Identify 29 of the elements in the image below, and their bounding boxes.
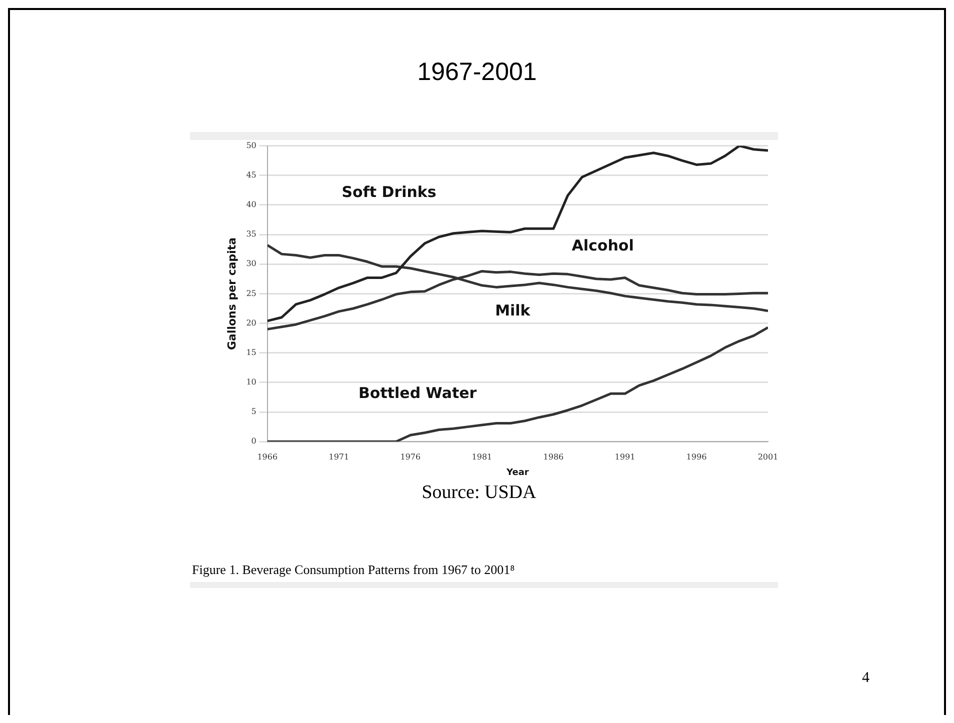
- y-tick-label: 45: [246, 170, 256, 180]
- series-label: Alcohol: [572, 236, 634, 254]
- series-label: Milk: [495, 301, 532, 320]
- x-tick-label: 1986: [543, 452, 564, 462]
- y-tick-label: 20: [246, 318, 256, 328]
- source-note: Source: USDA: [420, 482, 538, 504]
- text: 4: [862, 670, 870, 687]
- y-tick-label: 25: [246, 288, 256, 298]
- y-tick-label: 40: [246, 200, 256, 210]
- x-tick-label: 2001: [758, 452, 778, 462]
- x-tick-label: 1976: [400, 452, 421, 462]
- x-tick-label: 1981: [472, 452, 492, 462]
- x-tick-label: 1971: [328, 452, 350, 462]
- y-tick-label: 0: [251, 436, 256, 446]
- y-tick-label: 50: [246, 140, 256, 150]
- chart-title: 1967-2001: [416, 58, 538, 87]
- x-tick-label: 1991: [614, 452, 636, 462]
- y-axis-title: Gallons per capita: [225, 237, 238, 350]
- y-tick-label: 15: [246, 348, 256, 357]
- y-tick-label: 30: [246, 259, 256, 268]
- x-tick-label: 1966: [257, 452, 278, 462]
- y-tick-label: 5: [251, 407, 256, 416]
- y-tick-label: 10: [246, 378, 256, 387]
- caption: Figure 1. Beverage Consumption Patterns from 1967 to 2001⁸: [192, 562, 515, 578]
- x-tick-label: 1996: [686, 452, 707, 462]
- y-tick-label: 35: [246, 230, 256, 239]
- x-axis-title: Year: [506, 468, 530, 478]
- text: Soft Drinks: [342, 183, 436, 202]
- series-label: Bottled Water: [358, 384, 478, 402]
